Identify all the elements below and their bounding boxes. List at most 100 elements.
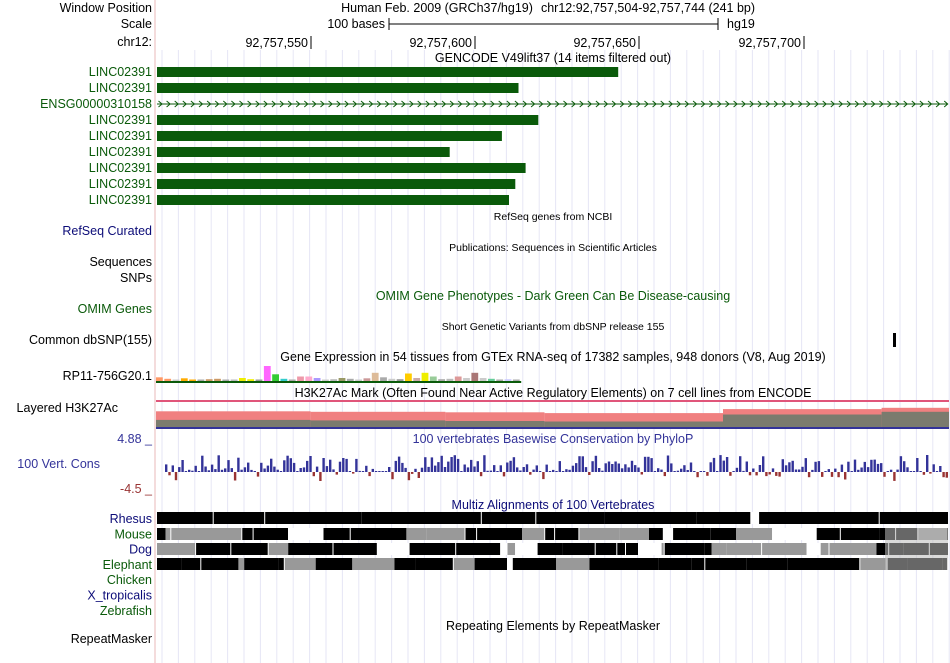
repeatmasker-track-label[interactable]: RepeatMasker (71, 632, 152, 646)
multiz-species-label[interactable]: Chicken (107, 573, 152, 587)
gtex-tissue-bar[interactable] (454, 376, 462, 382)
gencode-transcript[interactable]: LINC02391 (89, 81, 519, 95)
exon-block[interactable] (157, 115, 539, 125)
gtex-tissue-bar[interactable] (263, 366, 271, 381)
gencode-transcript[interactable]: LINC02391 (89, 161, 526, 175)
exon-block[interactable] (157, 131, 502, 141)
conservation-track-label[interactable]: 100 Vert. Cons (17, 457, 100, 471)
gencode-transcript-label[interactable]: LINC02391 (89, 161, 152, 175)
gtex-tissue-bar[interactable] (446, 378, 454, 382)
gtex-tissue-bar[interactable] (288, 379, 296, 382)
gtex-tissue-bar[interactable] (322, 379, 329, 382)
gtex-tissue-bar[interactable] (463, 378, 470, 381)
gencode-transcript-label[interactable]: LINC02391 (89, 177, 152, 191)
alignment-block (696, 512, 752, 524)
gencode-track[interactable]: LINC02391 LINC02391 ENSG00000310158 LINC023… (40, 65, 949, 207)
gtex-tissue-bar[interactable] (504, 379, 512, 381)
gtex-tissue-bar[interactable] (363, 378, 371, 381)
multiz-species-label[interactable]: X_tropicalis (87, 589, 152, 603)
dbsnp-variant[interactable] (893, 333, 896, 347)
gtex-tissue-bar[interactable] (305, 376, 313, 382)
gencode-transcript[interactable]: LINC02391 (89, 193, 509, 207)
h3k27ac-signal-layer (310, 420, 446, 428)
gtex-tissue-bar[interactable] (371, 372, 379, 382)
omim-track-label[interactable]: OMIM Genes (78, 302, 152, 316)
multiz-species-label[interactable]: Rhesus (110, 512, 152, 526)
alignment-gap (761, 543, 763, 555)
gtex-tissue-bar[interactable] (346, 378, 354, 382)
gtex-track[interactable] (156, 366, 522, 383)
exon-block[interactable] (157, 163, 526, 173)
gtex-tissue-bar[interactable] (164, 378, 172, 382)
gtex-tissue-bar[interactable] (197, 379, 205, 382)
gencode-transcript-label[interactable]: LINC02391 (89, 113, 152, 127)
multiz-species-label[interactable]: Elephant (103, 558, 153, 572)
gtex-tissue-bar[interactable] (388, 378, 396, 382)
gencode-transcript-label[interactable]: ENSG00000310158 (40, 97, 152, 111)
gtex-tissue-bar[interactable] (512, 379, 520, 382)
gencode-transcript[interactable]: LINC02391 (89, 145, 450, 159)
gtex-tissue-bar[interactable] (421, 372, 429, 382)
gtex-tissue-bar[interactable] (180, 378, 188, 381)
conservation-title: 100 vertebrates Basewise Conservation by… (413, 432, 694, 446)
gencode-transcript[interactable]: LINC02391 (89, 113, 539, 127)
exon-block[interactable] (157, 147, 450, 157)
gtex-tissue-bar[interactable] (396, 379, 404, 381)
alignment-block (231, 543, 269, 555)
multiz-track[interactable] (157, 512, 949, 570)
gencode-transcript[interactable]: ENSG00000310158 (40, 97, 949, 111)
gtex-tissue-bar[interactable] (230, 379, 238, 382)
exon-block[interactable] (157, 67, 619, 77)
gencode-transcript[interactable]: LINC02391 (89, 65, 619, 79)
gtex-tissue-bar[interactable] (255, 379, 263, 382)
gtex-tissue-bar[interactable] (222, 379, 230, 382)
h3k27ac-track-label[interactable]: Layered H3K27Ac (17, 401, 118, 415)
gtex-gene-label[interactable]: RP11-756G20.1 (63, 369, 152, 383)
gtex-tissue-bar[interactable] (338, 378, 346, 381)
gencode-transcript[interactable]: LINC02391 (89, 129, 502, 143)
gtex-tissue-bar[interactable] (297, 376, 304, 382)
gencode-transcript-label[interactable]: LINC02391 (89, 193, 152, 207)
gtex-tissue-bar[interactable] (355, 379, 362, 382)
gtex-tissue-bar[interactable] (405, 373, 412, 382)
exon-block[interactable] (157, 179, 516, 189)
gtex-tissue-bar[interactable] (496, 379, 504, 382)
gtex-tissue-bar[interactable] (488, 378, 495, 382)
refseq-track-label[interactable]: RefSeq Curated (62, 224, 152, 238)
gtex-tissue-bar[interactable] (214, 378, 221, 382)
gtex-tissue-bar[interactable] (156, 377, 163, 382)
gtex-tissue-bar[interactable] (380, 377, 387, 382)
gtex-tissue-bar[interactable] (189, 379, 196, 382)
exon-block[interactable] (157, 195, 509, 205)
gtex-tissue-bar[interactable] (172, 379, 180, 382)
conservation-score (758, 465, 762, 472)
sequences-track-label[interactable]: Sequences (89, 255, 152, 269)
gtex-tissue-bar[interactable] (247, 379, 255, 381)
gtex-tissue-bar[interactable] (438, 379, 445, 381)
gencode-transcript-label[interactable]: LINC02391 (89, 129, 152, 143)
gtex-tissue-bar[interactable] (429, 376, 437, 382)
gtex-tissue-bar[interactable] (471, 372, 479, 382)
gtex-tissue-bar[interactable] (239, 378, 246, 381)
conservation-track[interactable] (165, 455, 948, 481)
snps-track-label[interactable]: SNPs (120, 271, 152, 285)
multiz-species-label[interactable]: Mouse (114, 527, 152, 541)
multiz-species-label[interactable]: Dog (129, 543, 152, 557)
gtex-tissue-bar[interactable] (330, 379, 338, 381)
dbsnp-track-label[interactable]: Common dbSNP(155) (29, 333, 152, 347)
gtex-tissue-bar[interactable] (413, 378, 421, 381)
gtex-tissue-bar[interactable] (205, 379, 213, 381)
gtex-tissue-bar[interactable] (313, 378, 321, 381)
gencode-transcript-label[interactable]: LINC02391 (89, 65, 152, 79)
exon-block[interactable] (157, 83, 519, 93)
multiz-species-label[interactable]: Zebrafish (100, 604, 152, 618)
gencode-transcript[interactable]: LINC02391 (89, 177, 516, 191)
gencode-transcript-label[interactable]: LINC02391 (89, 81, 152, 95)
conservation-score (178, 467, 181, 472)
gencode-transcript-label[interactable]: LINC02391 (89, 145, 152, 159)
gtex-tissue-bar[interactable] (479, 378, 487, 381)
gtex-tissue-bar[interactable] (272, 374, 279, 382)
gtex-tissue-bar[interactable] (280, 378, 288, 382)
h3k27ac-track[interactable] (156, 400, 949, 429)
